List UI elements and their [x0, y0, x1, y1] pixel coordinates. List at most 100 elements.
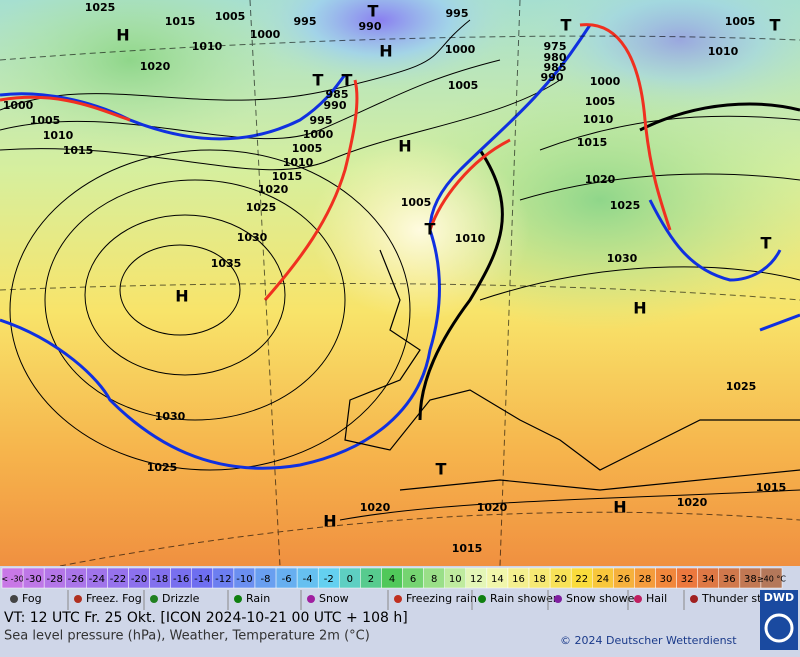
isobar-label: 1020	[677, 496, 708, 509]
weather-label: Rain shower	[490, 592, 558, 605]
scale-label: 22	[575, 574, 588, 585]
isobar-label: 1010	[43, 129, 74, 142]
scale-label: 12	[470, 574, 483, 585]
scale-label: -14	[194, 574, 210, 585]
isobar-label: 1015	[272, 170, 303, 183]
scale-label: 10	[449, 574, 462, 585]
coastline	[344, 249, 800, 491]
pressure-center: H	[323, 512, 336, 531]
isobar-label: 1005	[215, 10, 246, 23]
scale-label: 32	[681, 574, 694, 585]
pressure-center: T	[561, 16, 572, 35]
pressure-center: T	[313, 71, 324, 90]
isobar-label: 1025	[610, 199, 641, 212]
isobar-label: 1005	[292, 142, 323, 155]
isobar-label: 1020	[477, 501, 508, 514]
weather-symbol	[74, 595, 82, 603]
isobar-label: 1010	[708, 45, 739, 58]
scale-label: 28	[639, 574, 652, 585]
legend: < -30 -30 -28 -26 -24 -22 -20 -18 -16 -14 -12 -10 -8…	[0, 566, 800, 653]
scale-label: -2	[324, 574, 334, 585]
isobar-label: 1035	[211, 257, 242, 270]
scale-label: -30	[25, 574, 41, 585]
isobar-label: 995	[294, 15, 317, 28]
logo-icon	[764, 613, 794, 643]
isobar-label: 1025	[85, 1, 116, 14]
pressure-center: H	[398, 137, 411, 156]
scale-label: 18	[533, 574, 546, 585]
isobar-label: 1005	[585, 95, 616, 108]
weather-legend: Fog Freez. Fog Drizzle Rain Snow Freezing rai…	[10, 590, 783, 610]
scale-label: 16	[512, 574, 525, 585]
subtitle: Sea level pressure (hPa), Weather, Tempe…	[4, 629, 370, 644]
isobar-label: 1020	[140, 60, 171, 73]
weather-label: Fog	[22, 592, 42, 605]
trough-line	[639, 102, 800, 132]
isobar-label: 980	[544, 51, 567, 64]
isobar-label: 1010	[192, 40, 223, 53]
scale-label: 14	[491, 574, 504, 585]
scale-label: 26	[618, 574, 631, 585]
scale-cell	[760, 567, 783, 589]
pressure-center: T	[425, 220, 436, 239]
isobar-label: 1005	[725, 15, 756, 28]
grid-lines	[0, 0, 800, 567]
isobars	[0, 19, 800, 521]
weather-symbol	[307, 595, 315, 603]
scale-label: < -30	[1, 575, 23, 584]
isobar-label: 1025	[726, 380, 757, 393]
isobar-label: 1015	[452, 542, 483, 555]
fronts	[0, 23, 800, 470]
weather-label: Hail	[646, 592, 667, 605]
isobar-label: 990	[324, 99, 347, 112]
isobar-label: 985	[544, 61, 567, 74]
weather-symbol	[10, 595, 18, 603]
scale-label: -26	[68, 574, 84, 585]
scale-label: -16	[173, 574, 189, 585]
isobar-label: 1015	[756, 481, 787, 494]
isobar-label: 1025	[147, 461, 178, 474]
map-labels: 1025 1015 1005 995 990 995 1005 1010 1000 1020 100…	[3, 1, 787, 555]
scale-label: 20	[554, 574, 567, 585]
trough-line	[418, 149, 504, 421]
isobar-label: 1010	[583, 113, 614, 126]
pressure-center: T	[368, 2, 379, 21]
isobar-label: 1020	[360, 501, 391, 514]
isobar-label: 1015	[63, 144, 94, 157]
weather-label: Drizzle	[162, 592, 200, 605]
scale-label: -10	[236, 574, 252, 585]
valid-time: VT: 12 UTC Fr. 25 Okt. [ICON 2024-10-21 …	[4, 610, 408, 626]
scale-label: -20	[131, 574, 147, 585]
weather-label: Rain	[246, 592, 270, 605]
pressure-center: T	[761, 234, 772, 253]
isobar-label: 975	[544, 40, 567, 53]
weather-symbol	[554, 595, 562, 603]
pressure-center: H	[379, 42, 392, 61]
isobar-label: 1000	[3, 99, 34, 112]
isobar-label: 1030	[607, 252, 638, 265]
scale-label: 0	[347, 574, 353, 585]
isobar-label: 1015	[165, 15, 196, 28]
weather-label: Snow shower	[566, 592, 639, 605]
scale-label: 36	[723, 574, 736, 585]
isobar-label: 1005	[448, 79, 479, 92]
green-area	[0, 0, 280, 150]
isobar-label: 995	[446, 7, 469, 20]
scale-label: 24	[596, 574, 609, 585]
weather-symbol	[394, 595, 402, 603]
scale-label: -24	[89, 574, 105, 585]
pressure-center: H	[613, 498, 626, 517]
pressure-center: H	[175, 287, 188, 306]
isobar-label: 1005	[30, 114, 61, 127]
pressure-center: T	[436, 460, 447, 479]
weather-label: Freezing rain	[406, 592, 477, 605]
isobar-label: 1020	[258, 183, 289, 196]
scale-label: 4	[389, 574, 395, 585]
pale-area	[310, 140, 530, 320]
isobar-label: 1000	[303, 128, 334, 141]
scale-label: -6	[282, 574, 292, 585]
isobar-label: 1030	[237, 231, 268, 244]
weather-symbol	[150, 595, 158, 603]
isobar-label: 1010	[455, 232, 486, 245]
